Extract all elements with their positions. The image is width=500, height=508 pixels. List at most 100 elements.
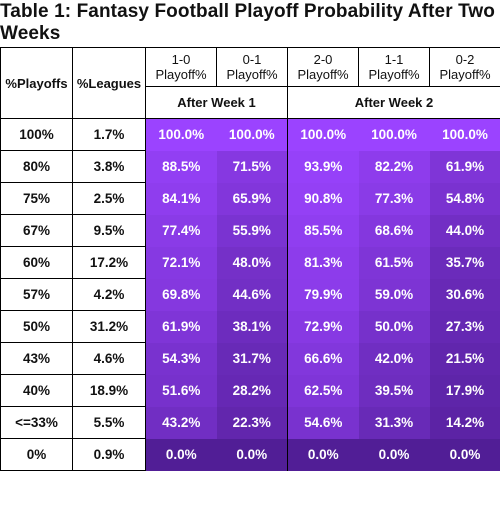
probability-cell: 14.2% bbox=[429, 406, 500, 439]
header-label: Playoff% bbox=[439, 67, 491, 82]
probability-cell: 27.3% bbox=[429, 310, 500, 343]
probability-cell: 59.0% bbox=[358, 278, 430, 311]
leagues-cell: 1.7% bbox=[72, 118, 146, 151]
probability-cell: 72.1% bbox=[145, 246, 217, 279]
playoffs-cell: 75% bbox=[0, 182, 73, 215]
probability-cell: 22.3% bbox=[216, 406, 288, 439]
probability-cell: 68.6% bbox=[358, 214, 430, 247]
probability-cell: 54.8% bbox=[429, 182, 500, 215]
probability-cell: 55.9% bbox=[216, 214, 288, 247]
header-col-0-1: 0-1 Playoff% bbox=[216, 47, 288, 87]
probability-cell: 100.0% bbox=[287, 118, 359, 151]
table-row: 67% 9.5% 77.4% 55.9% 85.5% 68.6% 44.0% bbox=[0, 214, 500, 247]
probability-cell: 54.6% bbox=[287, 406, 359, 439]
probability-cell: 71.5% bbox=[216, 150, 288, 183]
probability-cell: 82.2% bbox=[358, 150, 430, 183]
probability-cell: 72.9% bbox=[287, 310, 359, 343]
playoffs-cell: 100% bbox=[0, 118, 73, 151]
probability-cell: 39.5% bbox=[358, 374, 430, 407]
leagues-cell: 3.8% bbox=[72, 150, 146, 183]
header-record: 0-1 bbox=[242, 52, 262, 67]
playoffs-cell: 67% bbox=[0, 214, 73, 247]
playoffs-cell: 40% bbox=[0, 374, 73, 407]
probability-cell: 54.3% bbox=[145, 342, 217, 375]
table-row: 43% 4.6% 54.3% 31.7% 66.6% 42.0% 21.5% bbox=[0, 342, 500, 375]
header-col-0-2: 0-2 Playoff% bbox=[429, 47, 500, 87]
table-row: 100% 1.7% 100.0% 100.0% 100.0% 100.0% 100.0% bbox=[0, 118, 500, 151]
header-record: 1-0 bbox=[171, 52, 191, 67]
playoffs-cell: <=33% bbox=[0, 406, 73, 439]
header-group-week-1: After Week 1 bbox=[145, 86, 288, 119]
probability-cell: 21.5% bbox=[429, 342, 500, 375]
probability-cell: 31.3% bbox=[358, 406, 430, 439]
probability-cell: 0.0% bbox=[216, 438, 288, 471]
leagues-cell: 9.5% bbox=[72, 214, 146, 247]
leagues-cell: 0.9% bbox=[72, 438, 146, 471]
probability-cell: 100.0% bbox=[145, 118, 217, 151]
header-col-1-0: 1-0 Playoff% bbox=[145, 47, 217, 87]
probability-cell: 28.2% bbox=[216, 374, 288, 407]
probability-cell: 84.1% bbox=[145, 182, 217, 215]
table-row: 50% 31.2% 61.9% 38.1% 72.9% 50.0% 27.3% bbox=[0, 310, 500, 343]
leagues-cell: 18.9% bbox=[72, 374, 146, 407]
probability-cell: 61.5% bbox=[358, 246, 430, 279]
probability-cell: 85.5% bbox=[287, 214, 359, 247]
probability-cell: 77.4% bbox=[145, 214, 217, 247]
table-body: 100% 1.7% 100.0% 100.0% 100.0% 100.0% 100.0% 80… bbox=[0, 118, 500, 471]
probability-cell: 79.9% bbox=[287, 278, 359, 311]
probability-cell: 48.0% bbox=[216, 246, 288, 279]
probability-cell: 0.0% bbox=[287, 438, 359, 471]
header-col-2-0: 2-0 Playoff% bbox=[287, 47, 359, 87]
leagues-cell: 31.2% bbox=[72, 310, 146, 343]
header-label: Playoff% bbox=[226, 67, 278, 82]
header-playoffs: %Playoffs bbox=[0, 47, 73, 119]
table-row: <=33% 5.5% 43.2% 22.3% 54.6% 31.3% 14.2% bbox=[0, 406, 500, 439]
probability-cell: 77.3% bbox=[358, 182, 430, 215]
playoffs-cell: 43% bbox=[0, 342, 73, 375]
header-col-1-1: 1-1 Playoff% bbox=[358, 47, 430, 87]
header-record: 2-0 bbox=[313, 52, 333, 67]
table-row: 80% 3.8% 88.5% 71.5% 93.9% 82.2% 61.9% bbox=[0, 150, 500, 183]
probability-cell: 30.6% bbox=[429, 278, 500, 311]
probability-cell: 43.2% bbox=[145, 406, 217, 439]
table-title: Table 1: Fantasy Football Playoff Probab… bbox=[0, 1, 495, 44]
probability-cell: 35.7% bbox=[429, 246, 500, 279]
leagues-cell: 2.5% bbox=[72, 182, 146, 215]
probability-cell: 51.6% bbox=[145, 374, 217, 407]
table-row: 40% 18.9% 51.6% 28.2% 62.5% 39.5% 17.9% bbox=[0, 374, 500, 407]
probability-cell: 88.5% bbox=[145, 150, 217, 183]
probability-cell: 61.9% bbox=[429, 150, 500, 183]
probability-cell: 38.1% bbox=[216, 310, 288, 343]
probability-cell: 61.9% bbox=[145, 310, 217, 343]
probability-cell: 81.3% bbox=[287, 246, 359, 279]
playoffs-cell: 0% bbox=[0, 438, 73, 471]
leagues-cell: 4.2% bbox=[72, 278, 146, 311]
table-row: 75% 2.5% 84.1% 65.9% 90.8% 77.3% 54.8% bbox=[0, 182, 500, 215]
table-row: 57% 4.2% 69.8% 44.6% 79.9% 59.0% 30.6% bbox=[0, 278, 500, 311]
header-leagues: %Leagues bbox=[72, 47, 146, 119]
playoffs-cell: 50% bbox=[0, 310, 73, 343]
probability-cell: 0.0% bbox=[358, 438, 430, 471]
probability-cell: 100.0% bbox=[358, 118, 430, 151]
header-label: Playoff% bbox=[297, 67, 349, 82]
table-row: 0% 0.9% 0.0% 0.0% 0.0% 0.0% 0.0% bbox=[0, 438, 500, 471]
leagues-cell: 4.6% bbox=[72, 342, 146, 375]
playoff-probability-table: %Playoffs %Leagues 1-0 Playoff% 0-1 Playof… bbox=[0, 47, 500, 471]
header-label: Playoff% bbox=[155, 67, 207, 82]
probability-cell: 44.6% bbox=[216, 278, 288, 311]
playoffs-cell: 57% bbox=[0, 278, 73, 311]
probability-cell: 100.0% bbox=[429, 118, 500, 151]
probability-cell: 66.6% bbox=[287, 342, 359, 375]
probability-cell: 65.9% bbox=[216, 182, 288, 215]
probability-cell: 93.9% bbox=[287, 150, 359, 183]
playoffs-cell: 60% bbox=[0, 246, 73, 279]
playoffs-cell: 80% bbox=[0, 150, 73, 183]
leagues-cell: 17.2% bbox=[72, 246, 146, 279]
header-record: 0-2 bbox=[455, 52, 475, 67]
probability-cell: 0.0% bbox=[429, 438, 500, 471]
probability-cell: 0.0% bbox=[145, 438, 217, 471]
table-row: 60% 17.2% 72.1% 48.0% 81.3% 61.5% 35.7% bbox=[0, 246, 500, 279]
probability-cell: 100.0% bbox=[216, 118, 288, 151]
probability-cell: 44.0% bbox=[429, 214, 500, 247]
probability-cell: 31.7% bbox=[216, 342, 288, 375]
